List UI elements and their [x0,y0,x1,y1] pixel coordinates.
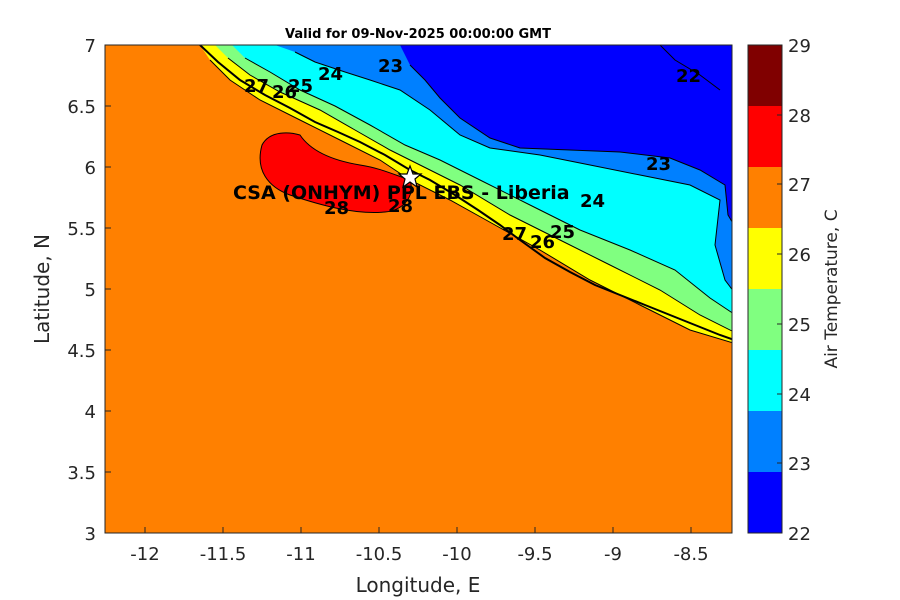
colorbar-swatch [748,45,782,107]
contour-label: 22 [676,66,701,87]
x-axis-label: Longitude, E [356,573,481,597]
x-tick-label: -12 [130,544,159,565]
x-tick-label: -9 [604,544,622,565]
y-axis-label: Latitude, N [30,234,54,344]
colorbar-swatch [748,289,782,351]
contour-label: 23 [378,56,403,77]
colorbar-swatch [748,228,782,290]
contour-lines [209,45,732,344]
contour-labels: 23 22 24 25 26 27 28 28 23 24 25 26 27 [244,56,701,253]
colorbar-tick: 23 [788,454,811,475]
x-tick-label: -11.5 [200,544,247,565]
contour-label: 23 [646,154,671,175]
x-tick-label: -10.5 [356,544,403,565]
contour-label: 24 [318,64,343,85]
colorbar-tick: 22 [788,524,811,545]
colorbar-tick: 27 [788,175,811,196]
contour-label: 25 [550,222,575,243]
x-tick-label: -11 [286,544,315,565]
y-axis: 7 6.5 6 5.5 5 4.5 4 3.5 3 Latitude, N [30,36,111,545]
x-tick-label: -9.5 [517,544,552,565]
colorbar-swatch [748,472,782,534]
colorbar-tick: 26 [788,245,811,266]
colorbar-swatch [748,350,782,412]
station-marker-icon [397,164,423,189]
contour-label: 26 [272,82,297,103]
x-axis: -12 -11.5 -11 -10.5 -10 -9.5 -9 -8.5 Lon… [130,527,709,597]
band-22-23 [400,45,732,222]
y-tick-label: 6.5 [67,97,96,118]
y-tick-label: 7 [85,36,96,57]
station-label: CSA (ONHYM) PPL EBS - Liberia [233,182,570,204]
y-tick-label: 3.5 [67,463,96,484]
figure-title: Valid for 09-Nov-2025 00:00:00 GMT [285,27,551,42]
x-tick-label: -10 [442,544,471,565]
y-tick-label: 4 [85,402,96,423]
colorbar-tick: 29 [788,36,811,57]
contour-label: 25 [288,76,313,97]
colorbar-tick: 24 [788,385,811,406]
contour-label: 27 [502,224,527,245]
x-tick-label: -8.5 [673,544,708,565]
coastline [199,45,732,341]
colorbar-tick: 25 [788,315,811,336]
colorbar-swatch [748,167,782,229]
y-tick-label: 3 [85,524,96,545]
contour-label: 28 [388,196,413,217]
y-tick-label: 6 [85,158,96,179]
contour-label: 26 [530,232,555,253]
colorbar: 29 28 27 26 25 24 23 22 Air Temperature,… [747,36,842,545]
y-tick-label: 4.5 [67,341,96,362]
contour-label: 24 [580,191,605,212]
temperature-field [105,45,732,533]
colorbar-label: Air Temperature, C [822,209,842,368]
colorbar-frame [747,44,783,534]
contour-label: 27 [244,76,269,97]
colorbar-swatch [748,411,782,473]
y-tick-label: 5.5 [67,219,96,240]
colorbar-swatch [748,106,782,168]
colorbar-tick: 28 [788,106,811,127]
contour-label: 28 [324,198,349,219]
y-tick-label: 5 [85,280,96,301]
